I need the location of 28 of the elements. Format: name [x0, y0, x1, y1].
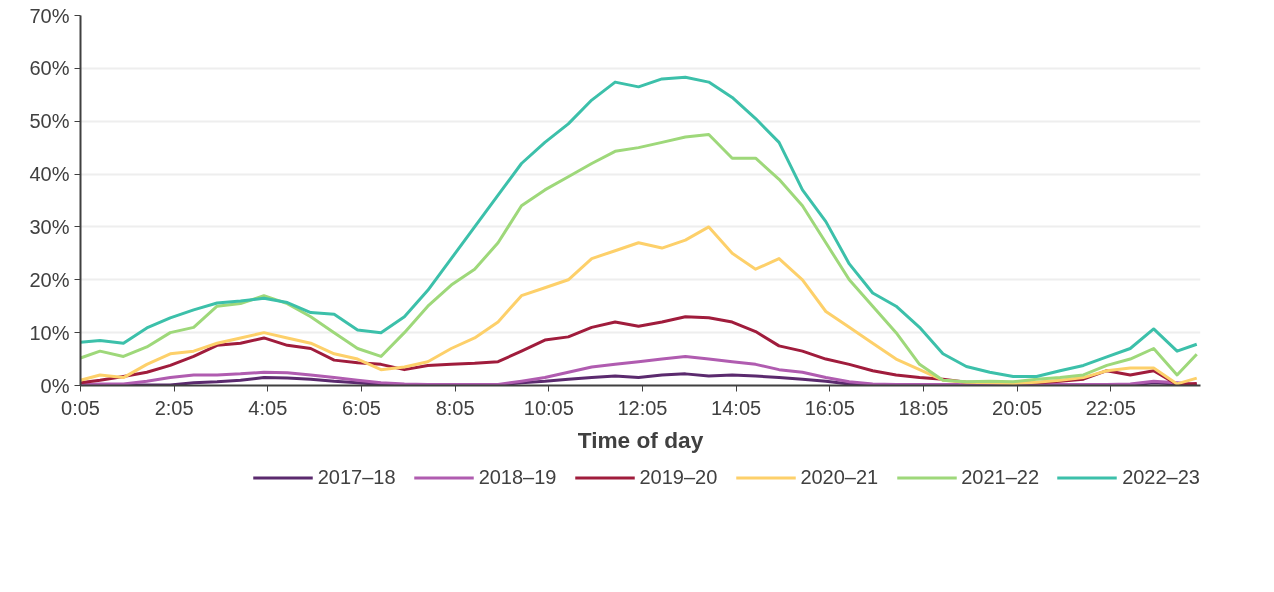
legend-label: 2019–20 — [639, 465, 718, 489]
legend-label: 2017–18 — [317, 465, 396, 489]
x-axis-title: Time of day — [577, 426, 704, 453]
x-tick-label: 16:05 — [804, 396, 855, 419]
x-tick-label: 10:05 — [523, 396, 574, 419]
y-tick-label: 40% — [29, 163, 70, 186]
legend-label: 2022–23 — [1122, 465, 1200, 489]
x-tick-label: 4:05 — [248, 396, 288, 419]
x-tick-label: 20:05 — [992, 396, 1043, 419]
x-tick-label: 8:05 — [435, 396, 475, 419]
x-tick-label: 14:05 — [711, 396, 762, 419]
y-tick-label: 70% — [29, 4, 70, 27]
y-tick-label: 60% — [29, 57, 70, 80]
x-tick-label: 2:05 — [154, 396, 194, 419]
y-tick-label: 0% — [40, 374, 70, 397]
y-tick-label: 10% — [29, 321, 70, 344]
x-tick-label: 18:05 — [898, 396, 949, 419]
x-tick-label: 0:05 — [61, 396, 100, 419]
x-tick-label: 6:05 — [342, 396, 381, 419]
y-tick-label: 20% — [29, 268, 70, 291]
line-series — [80, 75, 1199, 379]
y-tick-label: 30% — [29, 215, 70, 238]
legend-label: 2020–21 — [800, 465, 879, 489]
x-tick-label: 12:05 — [617, 396, 668, 419]
x-tick-label: 22:05 — [1085, 396, 1136, 419]
legend-label: 2018–19 — [478, 465, 557, 489]
y-tick-label: 50% — [29, 110, 70, 133]
legend-label: 2021–22 — [961, 465, 1040, 489]
